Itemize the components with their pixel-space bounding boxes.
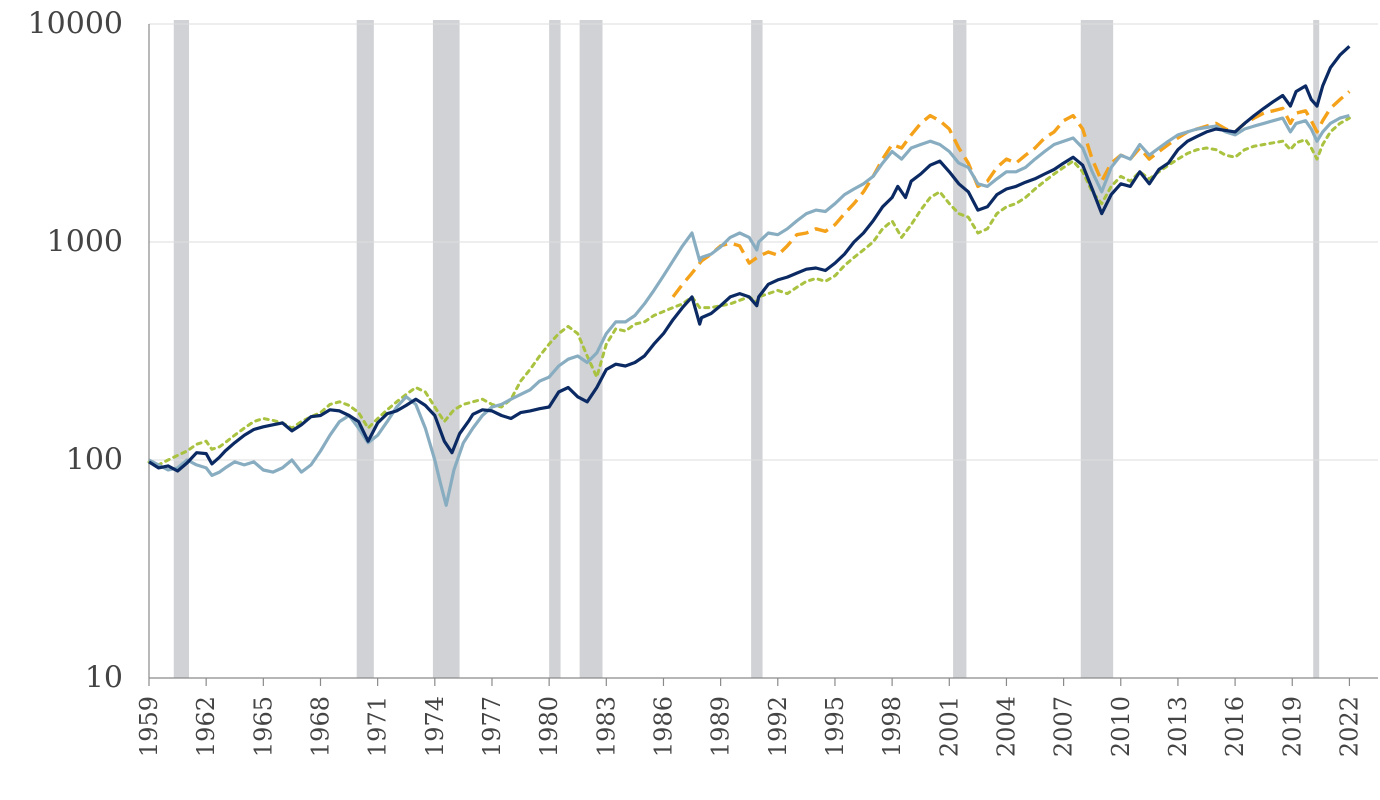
x-tick-label: 1971 <box>364 696 392 757</box>
x-tick-label: 1998 <box>878 696 906 757</box>
tick-labels: 10 100 1000 10000 1959 1962 1965 1968 1971 1974 19… <box>28 7 1364 758</box>
x-tick-label: 1989 <box>707 696 735 757</box>
series-line <box>671 90 1351 298</box>
x-tick-label: 1962 <box>192 696 220 757</box>
gridlines <box>149 23 1378 461</box>
y-tick-label: 10000 <box>28 7 123 42</box>
x-tick-label: 2004 <box>992 696 1020 757</box>
x-tick-label: 1980 <box>535 696 563 757</box>
recession-bands <box>173 20 1320 678</box>
recession-band <box>173 20 190 678</box>
x-tick-label: 2019 <box>1278 696 1306 757</box>
x-tick-label: 1959 <box>135 696 163 757</box>
recession-band <box>953 20 967 678</box>
y-tick-label: 10 <box>85 661 123 696</box>
x-tick-label: 1977 <box>478 696 506 757</box>
x-tick-label: 2007 <box>1050 696 1078 757</box>
x-tick-label: 1968 <box>306 696 334 757</box>
recession-band <box>356 20 374 678</box>
x-tick-label: 1983 <box>592 696 620 757</box>
x-tick-label: 1986 <box>649 696 677 757</box>
y-tick-label: 100 <box>66 443 123 478</box>
x-tick-label: 2013 <box>1164 696 1192 757</box>
x-tick-label: 2010 <box>1107 696 1135 757</box>
y-tick-label: 1000 <box>47 225 123 260</box>
recession-band <box>549 20 561 678</box>
x-tick-label: 1965 <box>249 696 277 757</box>
recession-band <box>751 20 763 678</box>
x-tick-label: 2022 <box>1335 696 1363 757</box>
x-tick-label: 2001 <box>935 696 963 757</box>
x-tick-label: 1974 <box>421 696 449 757</box>
x-tick-label: 1995 <box>821 696 849 757</box>
recession-band <box>1313 20 1320 678</box>
recession-band <box>1080 20 1114 678</box>
series-line <box>148 114 1350 507</box>
axes <box>148 24 1378 686</box>
x-tick-label: 1992 <box>764 696 792 757</box>
series-lines <box>147 45 1351 507</box>
recession-band <box>432 20 460 678</box>
series-line <box>147 116 1351 467</box>
recession-band <box>579 20 603 678</box>
x-tick-label: 2016 <box>1221 696 1249 757</box>
series-line <box>148 45 1351 473</box>
